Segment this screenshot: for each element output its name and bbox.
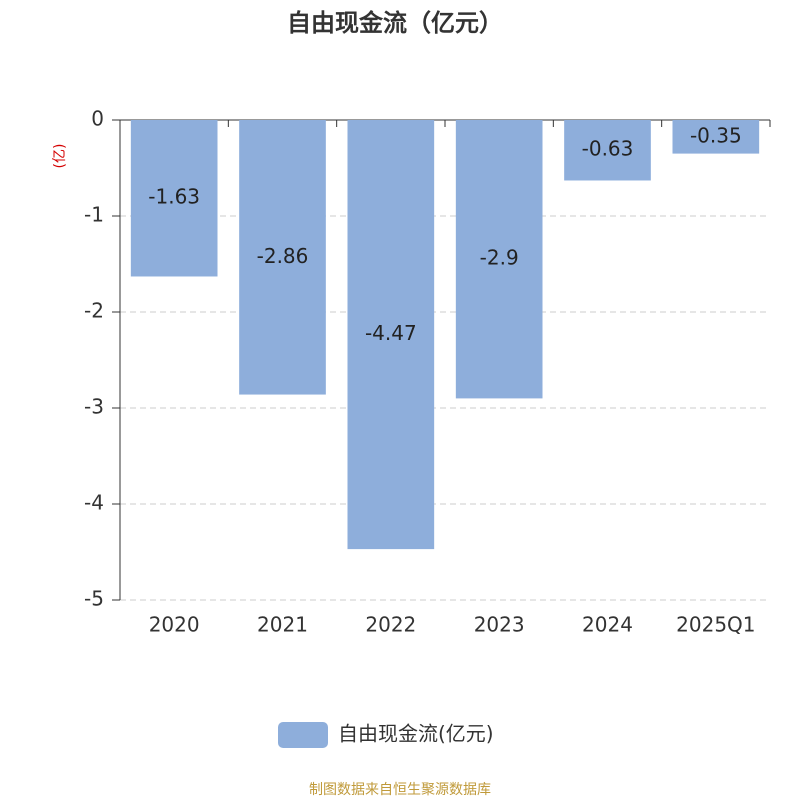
y-tick-label: -3	[84, 395, 104, 419]
bar	[347, 120, 435, 550]
x-tick-label: 2023	[474, 613, 525, 637]
y-tick-label: 0	[91, 107, 104, 131]
data-label: -2.86	[257, 244, 309, 268]
data-label: -4.47	[365, 321, 417, 345]
x-tick-label: 2024	[582, 613, 633, 637]
bar	[672, 120, 760, 154]
y-tick-label: -4	[84, 491, 104, 515]
y-tick-label: -1	[84, 203, 104, 227]
y-axis-label: (亿)	[52, 144, 68, 169]
bar	[455, 120, 543, 399]
data-label: -2.9	[480, 246, 519, 270]
x-tick-label: 2022	[365, 613, 416, 637]
bar	[564, 120, 651, 181]
data-label: -0.63	[582, 137, 634, 161]
chart-title: 自由现金流（亿元）	[287, 9, 503, 37]
bar	[239, 120, 326, 395]
data-label: -1.63	[148, 185, 200, 209]
source-note: 制图数据来自恒生聚源数据库	[309, 782, 491, 798]
x-tick-label: 2025Q1	[676, 613, 755, 637]
x-tick-label: 2020	[149, 613, 200, 637]
y-tick-label: -2	[84, 299, 104, 323]
bar	[130, 120, 218, 277]
data-label: -0.35	[690, 123, 742, 147]
legend-label: 自由现金流(亿元)	[338, 722, 494, 746]
y-tick-label: -5	[84, 587, 104, 611]
x-tick-label: 2021	[257, 613, 308, 637]
legend-swatch	[278, 722, 328, 748]
